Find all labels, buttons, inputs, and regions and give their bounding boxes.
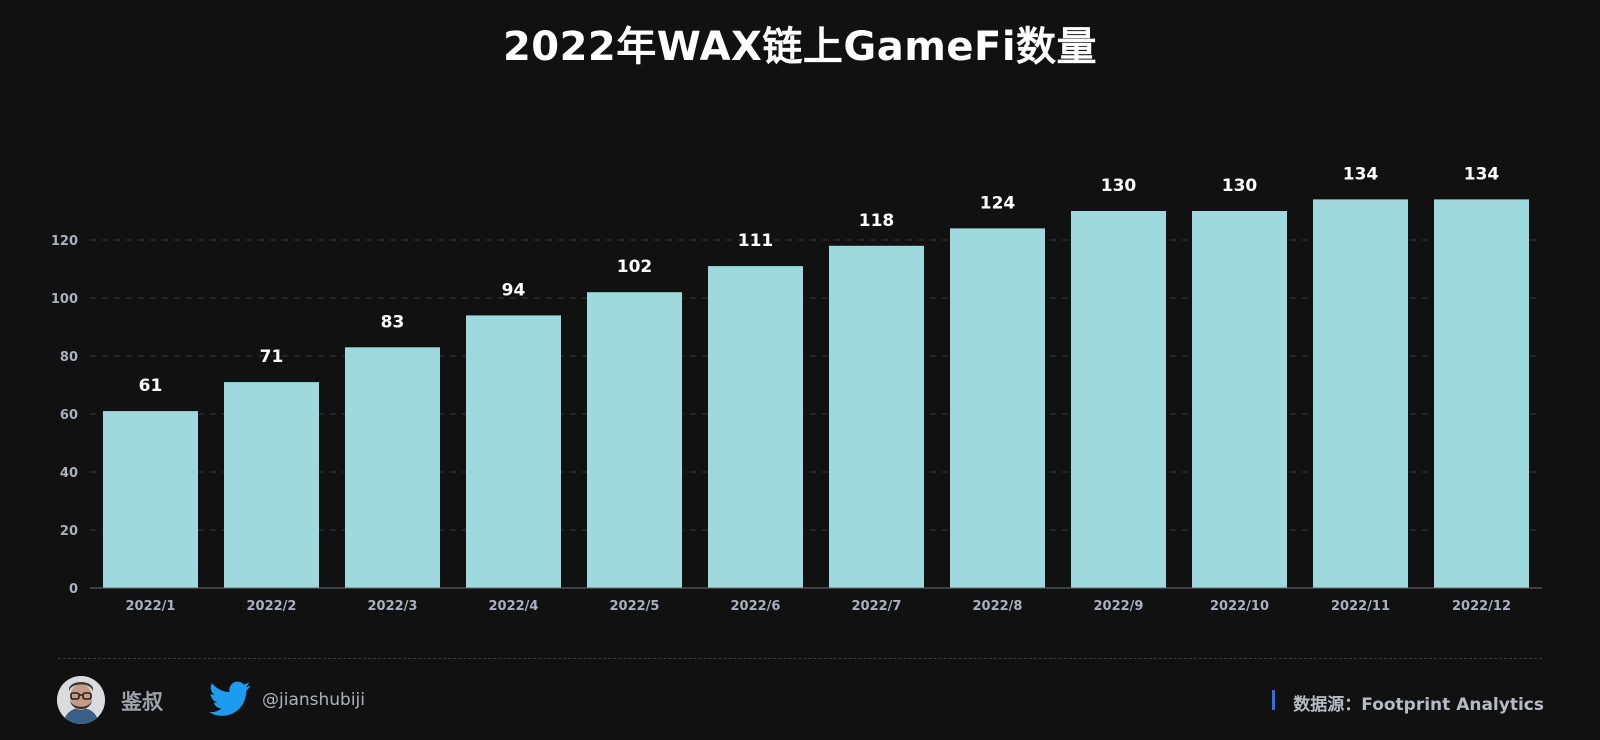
avatar-portrait-icon — [57, 676, 105, 724]
data-label: 134 — [1464, 164, 1500, 184]
x-tick-label: 2022/7 — [852, 599, 902, 614]
x-tick-label: 2022/2 — [247, 599, 297, 614]
data-source-label: 数据源：Footprint Analytics — [1293, 695, 1544, 715]
bar — [950, 228, 1045, 588]
bar — [1071, 211, 1166, 588]
bars — [103, 199, 1529, 589]
data-label: 61 — [139, 376, 163, 396]
x-tick-label: 2022/3 — [368, 599, 418, 614]
y-tick-label: 100 — [51, 292, 78, 307]
data-label: 111 — [738, 231, 774, 251]
footer-divider — [58, 658, 1542, 659]
source-accent-bar — [1272, 690, 1275, 710]
data-label: 102 — [617, 257, 653, 277]
x-tick-label: 2022/6 — [731, 599, 781, 614]
x-axis-ticks: 2022/1 2022/2 2022/3 2022/4 2022/5 2022/6 2022… — [126, 599, 1512, 614]
x-tick-label: 2022/8 — [973, 599, 1023, 614]
data-labels: 61 71 83 94 102 111 118 124 130 130 134 134 — [139, 164, 1500, 396]
y-axis-ticks: 0 20 40 60 80 100 120 — [51, 234, 78, 597]
x-tick-label: 2022/9 — [1094, 599, 1144, 614]
x-tick-label: 2022/1 — [126, 599, 176, 614]
chart-title: 2022年WAX链上GameFi数量 — [502, 24, 1098, 70]
bar — [345, 347, 440, 588]
data-label: 124 — [980, 193, 1016, 213]
y-tick-label: 80 — [60, 350, 78, 365]
bar — [587, 292, 682, 588]
data-label: 118 — [859, 211, 895, 231]
bar — [224, 382, 319, 588]
twitter-handle[interactable]: @jianshubiji — [262, 690, 366, 710]
x-tick-label: 2022/12 — [1452, 599, 1511, 614]
bar — [1434, 199, 1529, 588]
x-tick-label: 2022/11 — [1331, 599, 1390, 614]
y-tick-label: 120 — [51, 234, 78, 249]
bar — [1192, 211, 1287, 588]
data-label: 71 — [260, 347, 284, 367]
bar — [103, 411, 198, 588]
data-label: 94 — [502, 280, 526, 300]
bar — [708, 266, 803, 588]
y-tick-label: 60 — [60, 408, 78, 423]
y-tick-label: 40 — [60, 466, 78, 481]
avatar — [57, 676, 105, 724]
x-tick-label: 2022/5 — [610, 599, 660, 614]
x-tick-label: 2022/10 — [1210, 599, 1269, 614]
x-tick-label: 2022/4 — [489, 599, 539, 614]
grid-lines — [90, 239, 1542, 531]
bar — [466, 315, 561, 588]
bar — [1313, 199, 1408, 588]
twitter-bird-icon[interactable] — [209, 681, 251, 717]
data-label: 130 — [1101, 176, 1137, 196]
bar — [829, 245, 924, 589]
y-tick-label: 0 — [69, 582, 78, 597]
author-name: 鉴叔 — [121, 690, 163, 714]
data-label: 134 — [1343, 164, 1379, 184]
data-label: 130 — [1222, 176, 1258, 196]
data-label: 83 — [381, 312, 405, 332]
y-tick-label: 20 — [60, 524, 78, 539]
